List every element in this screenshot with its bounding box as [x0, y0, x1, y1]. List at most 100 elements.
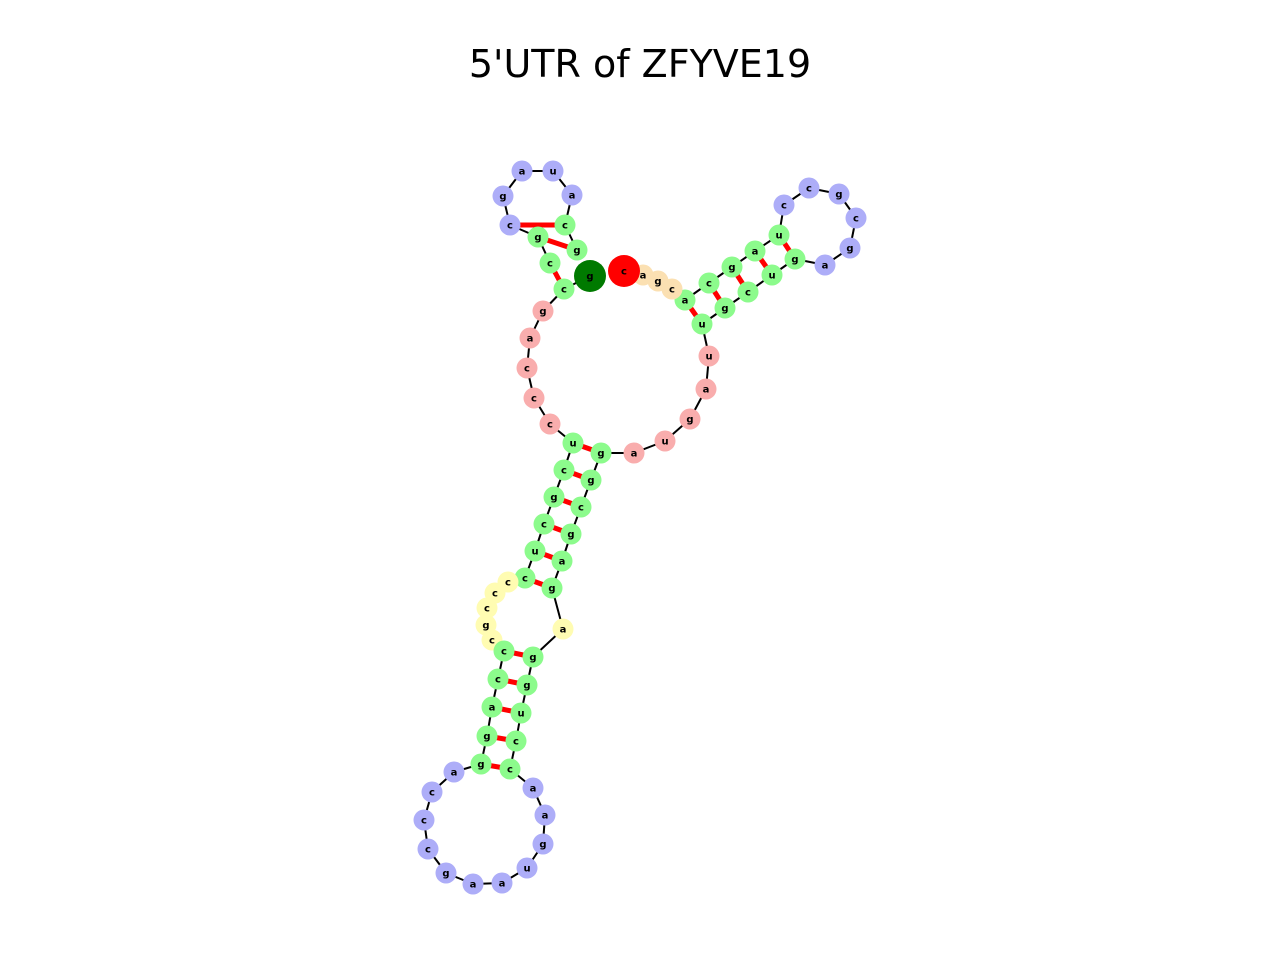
nucleotide-label: g: [587, 476, 594, 487]
nucleotide-label: g: [539, 307, 546, 318]
nucleotide-label: g: [597, 449, 604, 460]
nucleotide-circle: [476, 725, 498, 747]
nucleotide-56: g: [784, 248, 806, 270]
nucleotide-46: g: [590, 442, 612, 464]
nucleotide-3: g: [532, 300, 554, 322]
nucleotide-label: a: [489, 703, 496, 714]
nucleotide-label: a: [527, 334, 534, 345]
nucleotide-52: u: [691, 313, 713, 335]
nucleotide-label: c: [706, 279, 712, 290]
nucleotide-circle: [519, 327, 541, 349]
nucleotide-circle: [514, 567, 536, 589]
nucleotide-24: a: [443, 761, 465, 783]
nucleotide-55: u: [761, 264, 783, 286]
nucleotide-circle: [505, 730, 527, 752]
nucleotide-72: g: [566, 239, 588, 261]
nucleotide-circle: [566, 239, 588, 261]
nucleotide-75: u: [542, 160, 564, 182]
nucleotide-50: a: [695, 378, 717, 400]
nucleotide-label: c: [492, 589, 498, 600]
nucleotide-circle: [443, 761, 465, 783]
nucleotide-circle: [744, 240, 766, 262]
nucleotide-circle: [560, 523, 582, 545]
nucleotide-label: c: [806, 184, 812, 195]
nucleotide-circle: [773, 194, 795, 216]
nucleotide-circle: [814, 254, 836, 276]
nucleotide-circle: [698, 345, 720, 367]
nucleotide-circle: [499, 758, 521, 780]
nucleotide-circle: [516, 674, 538, 696]
nucleotide-35: c: [499, 758, 521, 780]
nucleotide-74: a: [561, 184, 583, 206]
nucleotide-label: c: [561, 466, 567, 477]
nucleotide-circle: [481, 696, 503, 718]
nucleotide-circle: [784, 248, 806, 270]
nucleotide-label: g: [523, 681, 530, 692]
nucleotide-circle: [413, 809, 435, 831]
nucleotide-circle: [435, 862, 457, 884]
nucleotide-circle: [721, 256, 743, 278]
nucleotide-label: g: [483, 732, 490, 743]
nucleotide-label: g: [534, 233, 541, 244]
nucleotide-41: g: [541, 577, 563, 599]
nucleotide-38: g: [516, 674, 538, 696]
nucleotide-circle: [543, 486, 565, 508]
nucleotide-circle: [608, 255, 640, 287]
nucleotide-26: c: [413, 809, 435, 831]
nucleotide-circle: [527, 226, 549, 248]
nucleotide-label: c: [507, 221, 513, 232]
nucleotide-71: c: [608, 255, 640, 287]
nucleotide-59: c: [845, 207, 867, 229]
nucleotide-circle: [623, 442, 645, 464]
nucleotide-label: c: [495, 675, 501, 686]
nucleotide-circle: [552, 618, 574, 640]
nucleotide-57: a: [814, 254, 836, 276]
nucleotide-label: c: [745, 288, 751, 299]
nucleotide-label: a: [451, 768, 458, 779]
nucleotide-19: c: [493, 640, 515, 662]
nucleotide-label: g: [567, 530, 574, 541]
nucleotide-label: c: [547, 259, 553, 270]
nucleotide-label: a: [569, 191, 576, 202]
nucleotide-5: c: [516, 357, 538, 379]
nucleotide-48: u: [654, 430, 676, 452]
nucleotide-80: c: [539, 252, 561, 274]
nucleotide-label: c: [513, 737, 519, 748]
diagram-title: 5'UTR of ZFYVE19: [468, 42, 812, 86]
nucleotide-circle: [698, 272, 720, 294]
nucleotide-label: a: [822, 261, 829, 272]
nucleotide-30: a: [491, 872, 513, 894]
nucleotide-label: a: [542, 811, 549, 822]
nucleotide-43: g: [560, 523, 582, 545]
nucleotide-circle: [542, 160, 564, 182]
nucleotide-circle: [487, 668, 509, 690]
nucleotide-circle: [553, 459, 575, 481]
nucleotide-label: a: [530, 784, 537, 795]
nucleotide-label: c: [547, 420, 553, 431]
nucleotide-circle: [523, 387, 545, 409]
nucleotide-13: c: [514, 567, 536, 589]
nucleotide-2: c: [553, 278, 575, 300]
nucleotide-circle: [691, 313, 713, 335]
nucleotide-label: a: [519, 167, 526, 178]
nucleotide-label: a: [752, 247, 759, 258]
nucleotide-31: u: [516, 857, 538, 879]
nucleotide-circle: [561, 184, 583, 206]
nucleotide-73: c: [554, 214, 576, 236]
nucleotide-label: g: [539, 840, 546, 851]
nucleotide-label: u: [549, 167, 556, 178]
nucleotide-circle: [590, 442, 612, 464]
nucleotide-33: a: [534, 804, 556, 826]
nucleotide-label: c: [425, 845, 431, 856]
nucleotide-circle: [522, 646, 544, 668]
nucleotide-label: u: [523, 864, 530, 875]
nucleotide-9: c: [553, 459, 575, 481]
nucleotide-label: c: [524, 364, 530, 375]
nucleotide-54: c: [737, 281, 759, 303]
nucleotide-label: u: [531, 547, 538, 558]
nucleotide-label: g: [654, 277, 661, 288]
nucleotide-circle: [532, 833, 554, 855]
nucleotide-label: u: [775, 231, 782, 242]
